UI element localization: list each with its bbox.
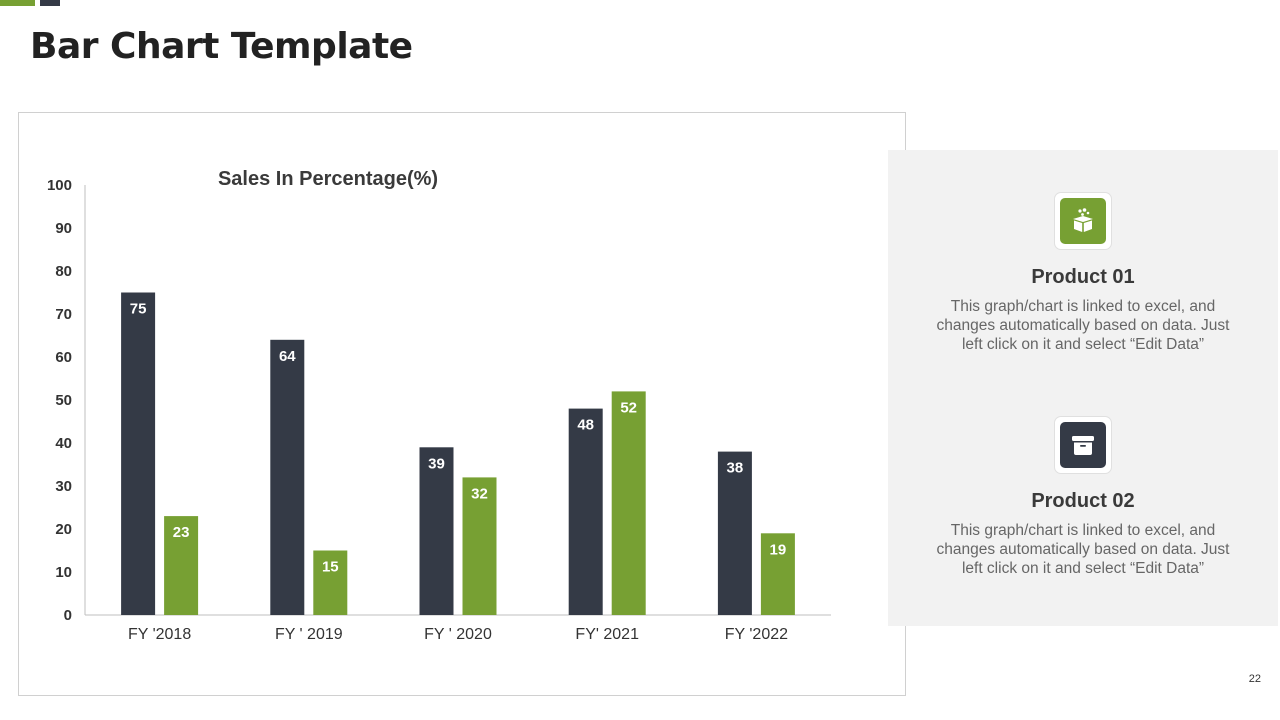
y-tick-label: 0: [64, 607, 72, 624]
bar-product-01: [568, 408, 603, 615]
y-tick-label: 70: [55, 306, 72, 323]
product-02-icon-tile: [1054, 416, 1112, 474]
y-tick-label: 10: [55, 564, 72, 581]
bar-data-label: 75: [130, 301, 147, 318]
bar-data-label: 48: [577, 417, 594, 434]
bar-product-02: [164, 516, 199, 615]
product-panel: Product 01 This graph/chart is linked to…: [888, 150, 1278, 626]
product-card-02: Product 02 This graph/chart is linked to…: [888, 416, 1278, 578]
bar-data-label: 52: [620, 399, 637, 416]
bar-data-label: 32: [471, 485, 488, 502]
x-tick-label: FY '2018: [128, 626, 191, 643]
y-tick-label: 20: [55, 521, 72, 538]
gift-box-icon: [1060, 198, 1106, 244]
product-02-description: This graph/chart is linked to excel, and…: [936, 522, 1230, 577]
bar-chart[interactable]: Sales In Percentage(%) 0 10 20 30 40 50 60 70 80 9…: [19, 113, 907, 697]
product-01-description: This graph/chart is linked to excel, and…: [936, 298, 1230, 353]
bar-product-02: [611, 391, 646, 615]
y-tick-label: 90: [55, 220, 72, 237]
archive-box-icon: [1060, 422, 1106, 468]
bar-data-label: 15: [322, 559, 339, 576]
chart-title: Sales In Percentage(%): [218, 168, 438, 190]
product-01-icon-tile: [1054, 192, 1112, 250]
y-tick-label: 40: [55, 435, 72, 452]
x-tick-label: FY ' 2020: [424, 626, 492, 643]
y-tick-label: 60: [55, 349, 72, 366]
x-tick-label: FY ' 2019: [275, 626, 343, 643]
bar-product-01: [419, 447, 454, 615]
bar-product-02: [313, 550, 348, 615]
chart-frame[interactable]: Sales In Percentage(%) 0 10 20 30 40 50 60 70 80 9…: [18, 112, 906, 696]
bar-product-02: [462, 477, 497, 615]
product-02-title: Product 02: [1031, 490, 1135, 512]
x-tick-label: FY' 2021: [575, 626, 639, 643]
bar-data-label: 64: [279, 348, 296, 365]
product-01-title: Product 01: [1031, 266, 1135, 288]
bar-data-label: 23: [173, 524, 190, 541]
bar-product-01: [270, 339, 305, 615]
x-tick-label: FY '2022: [725, 626, 788, 643]
bar-product-01: [121, 292, 156, 615]
bar-data-label: 38: [727, 460, 744, 477]
bar-product-02: [760, 533, 795, 615]
y-tick-label: 50: [55, 392, 72, 409]
product-card-01: Product 01 This graph/chart is linked to…: [888, 192, 1278, 354]
y-tick-label: 80: [55, 263, 72, 280]
accent-bar-green: [0, 0, 35, 6]
bar-product-01: [717, 451, 752, 615]
accent-bar-dark: [40, 0, 60, 6]
bar-data-label: 39: [428, 455, 445, 472]
y-tick-label: 100: [47, 177, 72, 194]
y-tick-label: 30: [55, 478, 72, 495]
page-number: 22: [1248, 673, 1261, 685]
bar-data-label: 19: [770, 541, 787, 558]
page-title: Bar Chart Template: [30, 26, 413, 67]
